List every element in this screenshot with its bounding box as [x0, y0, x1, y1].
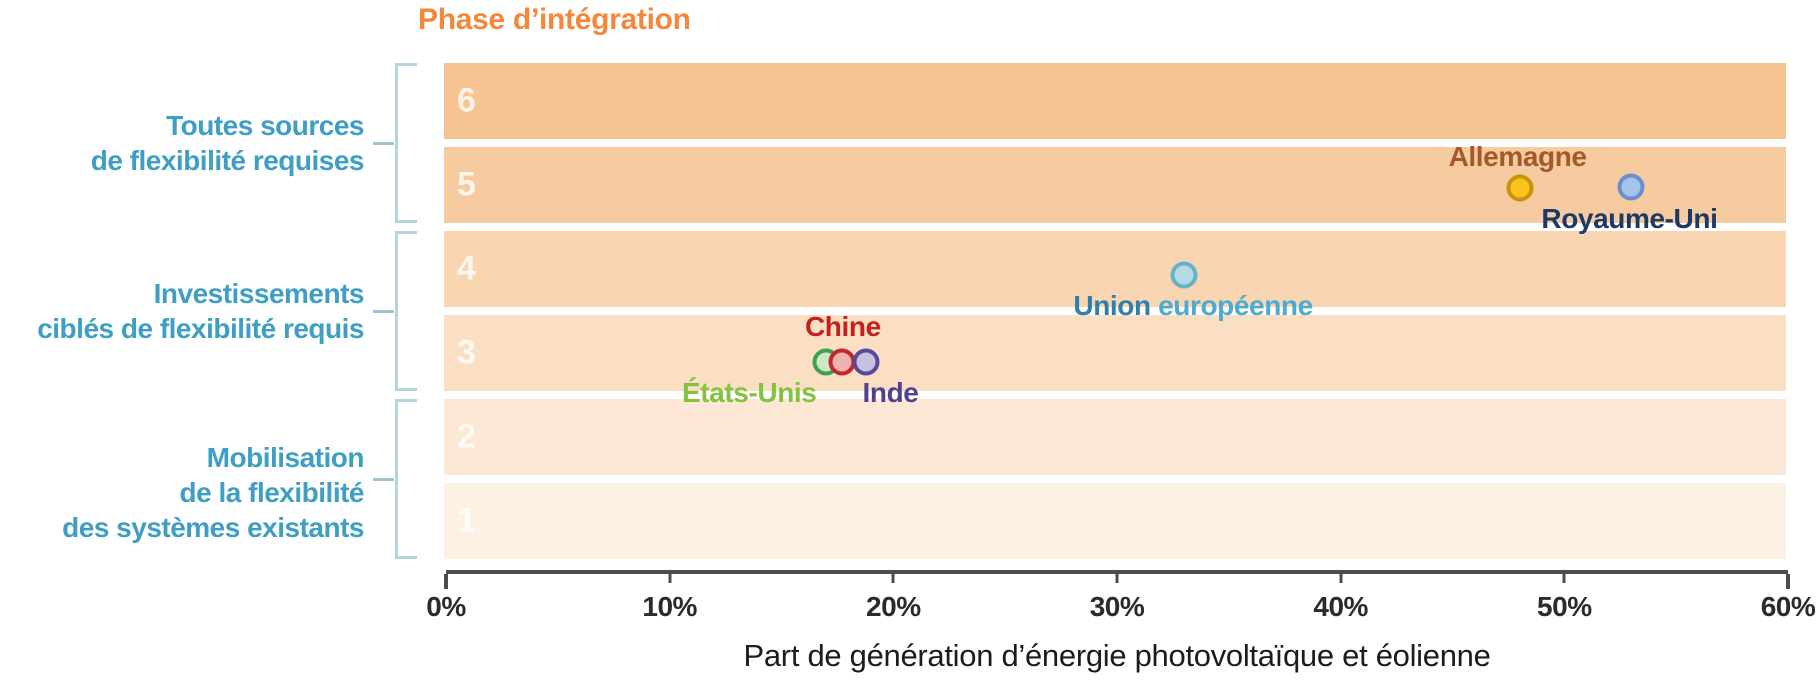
x-axis-tick-label-60: 60% [1760, 591, 1816, 622]
phase-group-bracket-3 [373, 399, 417, 559]
data-point-label-part: Inde [862, 377, 919, 408]
phase-group-bracket-2 [373, 231, 417, 391]
data-point-label-part: Union [1073, 290, 1159, 321]
phase-band-number: 4 [457, 249, 476, 288]
phase-band-4: 4 [444, 231, 1786, 307]
x-axis-tick-20 [891, 574, 895, 583]
phase-group-label-line: Toutes sources [166, 110, 364, 141]
data-point-union-europ-enne [1170, 261, 1198, 289]
x-axis-tick-30 [1115, 574, 1119, 583]
data-point-label-royaume-uni: Royaume-Uni [1541, 203, 1717, 235]
data-point-label-part: Chine [804, 311, 881, 342]
data-point-label-part: États-Unis [681, 377, 817, 408]
phase-group-label-line: Investissements [153, 278, 365, 309]
phase-band-number: 5 [457, 165, 476, 204]
data-point-royaume-uni [1617, 173, 1645, 201]
data-point-inde [852, 348, 880, 376]
phase-group-bracket-1 [373, 63, 417, 223]
phase-group-label-line: ciblés de flexibilité requis [37, 313, 364, 344]
phase-band-2: 2 [444, 399, 1786, 475]
x-axis-tick-label-30: 30% [1089, 591, 1145, 622]
phase-group-label-line: des systèmes existants [62, 511, 364, 543]
phase-group-label-line: de flexibilité requises [90, 145, 365, 176]
x-axis-tick-label-40: 40% [1313, 591, 1368, 622]
x-axis-tick-60 [1786, 574, 1790, 589]
x-axis-title: Part de génération d’énergie photovoltaï… [743, 638, 1491, 673]
phase-band-number: 3 [457, 333, 476, 372]
phase-band-6: 6 [444, 63, 1786, 139]
data-point-label-part: Allemagne [1448, 141, 1587, 172]
x-axis-tick-label-0: 0% [426, 591, 466, 622]
x-axis-tick-40 [1339, 574, 1343, 583]
x-axis-tick-label-50: 50% [1537, 591, 1592, 622]
phase-band-1: 1 [444, 483, 1786, 559]
chart-title: Phase d’intégration [418, 3, 691, 36]
data-point-label-chine: Chine [805, 311, 881, 343]
phase-group-label-3: Mobilisation de la flexibilité des système… [0, 440, 364, 545]
phase-group-label-line: Mobilisation [206, 441, 365, 473]
x-axis-tick-0 [444, 574, 448, 589]
phase-band-5: 5 [444, 147, 1786, 223]
phase-group-label-1: Toutes sources de flexibilité requises [0, 108, 365, 178]
data-point-label-union-europ-enne: Union européenne [1073, 290, 1313, 322]
data-point-label-allemagne: Allemagne [1449, 141, 1587, 173]
x-axis-line [446, 570, 1788, 574]
x-axis-tick-50 [1562, 574, 1566, 583]
phase-band-number: 6 [457, 81, 476, 120]
x-axis-tick-label-20: 20% [866, 591, 921, 622]
data-point-allemagne [1506, 174, 1534, 202]
phase-group-label-line: de la flexibilité [179, 476, 365, 508]
x-axis-tick-10 [668, 574, 672, 583]
data-point-label-part: Royaume-Uni [1541, 203, 1718, 234]
data-point-label--tats-unis: États-Unis [681, 377, 817, 409]
data-point-label-part: européenne [1158, 290, 1313, 321]
x-axis-tick-label-10: 10% [642, 591, 697, 622]
phase-band-3: 3 [444, 315, 1786, 391]
phase-band-number: 1 [457, 501, 476, 540]
data-point-label-inde: Inde [863, 377, 919, 409]
phase-group-label-2: Investissements ciblés de flexibilité req… [0, 276, 364, 346]
phase-band-number: 2 [457, 417, 476, 456]
